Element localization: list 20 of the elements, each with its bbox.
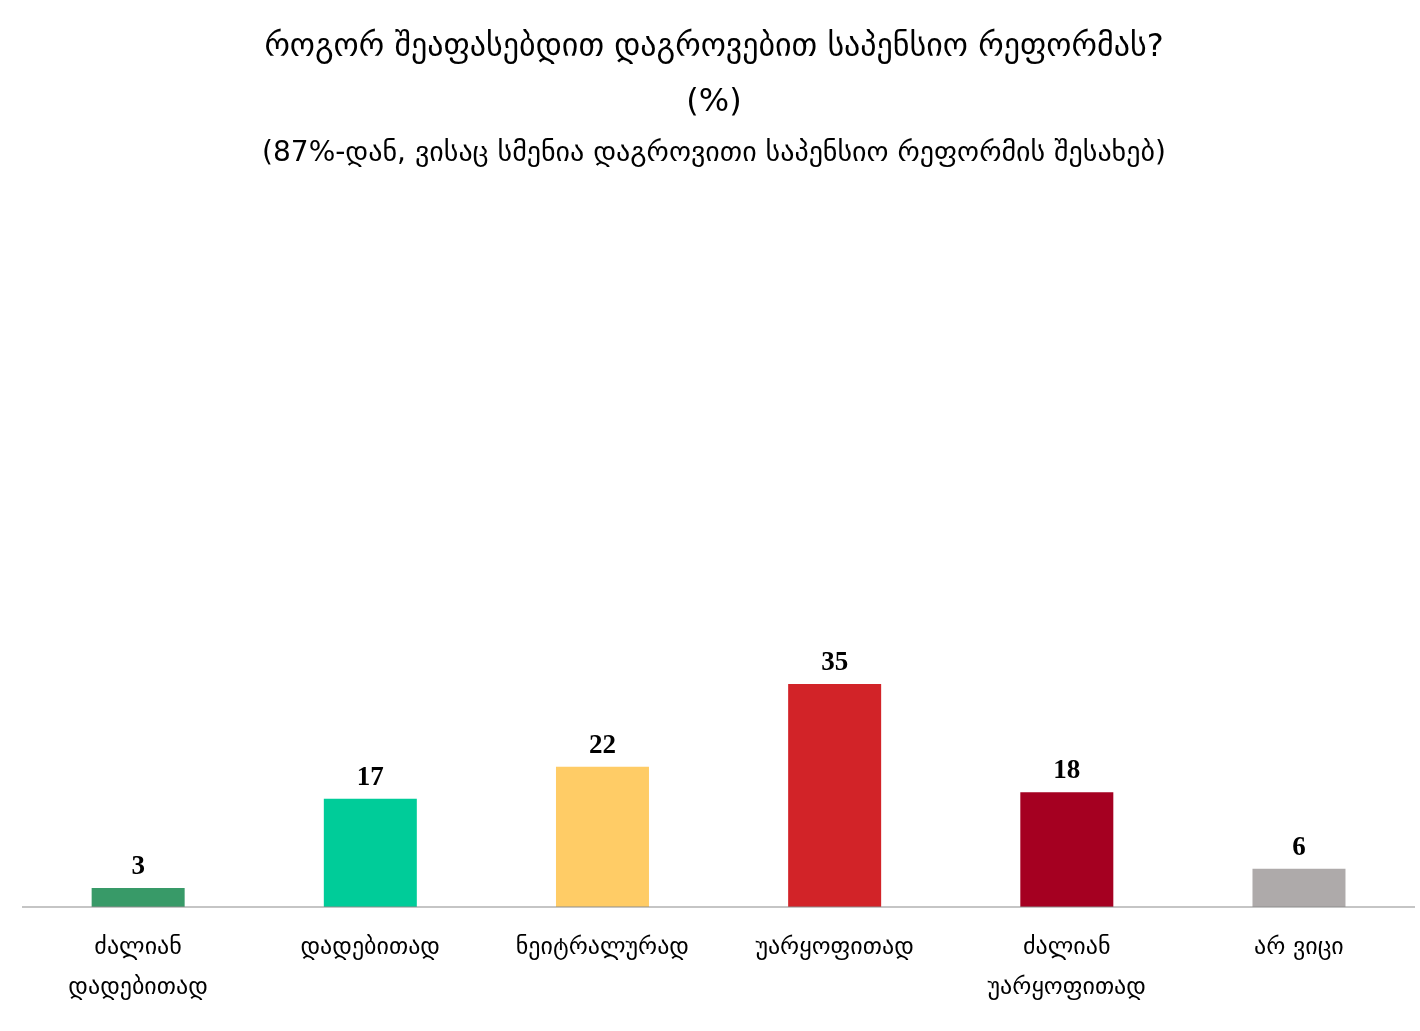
chart-subtitle: (87%-დან, ვისაც სმენია დაგროვითი საპენსიო რეფორმის შესახებ) xyxy=(261,134,1167,170)
bar xyxy=(1020,792,1114,907)
bar xyxy=(788,684,882,907)
data-label: 18 xyxy=(1053,754,1081,785)
data-label: 35 xyxy=(821,646,849,676)
bar xyxy=(1252,868,1346,907)
data-label: 22 xyxy=(588,728,616,759)
bar xyxy=(555,766,649,907)
x-tick-label: ნეიტრალურად xyxy=(515,932,689,960)
x-tick-label: უარყოფითად xyxy=(755,932,914,960)
x-tick-label: დადებითად xyxy=(300,932,441,960)
x-tick-label: არ ვიცი xyxy=(1254,932,1344,960)
bar xyxy=(323,798,417,907)
chart-title: როგორ შეაფასებდით დაგროვებით საპენსიო რეფორმას? (%) xyxy=(263,25,1165,121)
bar xyxy=(91,887,185,907)
x-tick-label: ძალიან უარყოფითად xyxy=(987,932,1146,1000)
x-tick-label: ძალიან დადებითად xyxy=(68,932,208,1000)
data-label: 3 xyxy=(131,849,145,880)
data-label: 6 xyxy=(1292,830,1306,861)
data-label: 17 xyxy=(356,760,384,791)
